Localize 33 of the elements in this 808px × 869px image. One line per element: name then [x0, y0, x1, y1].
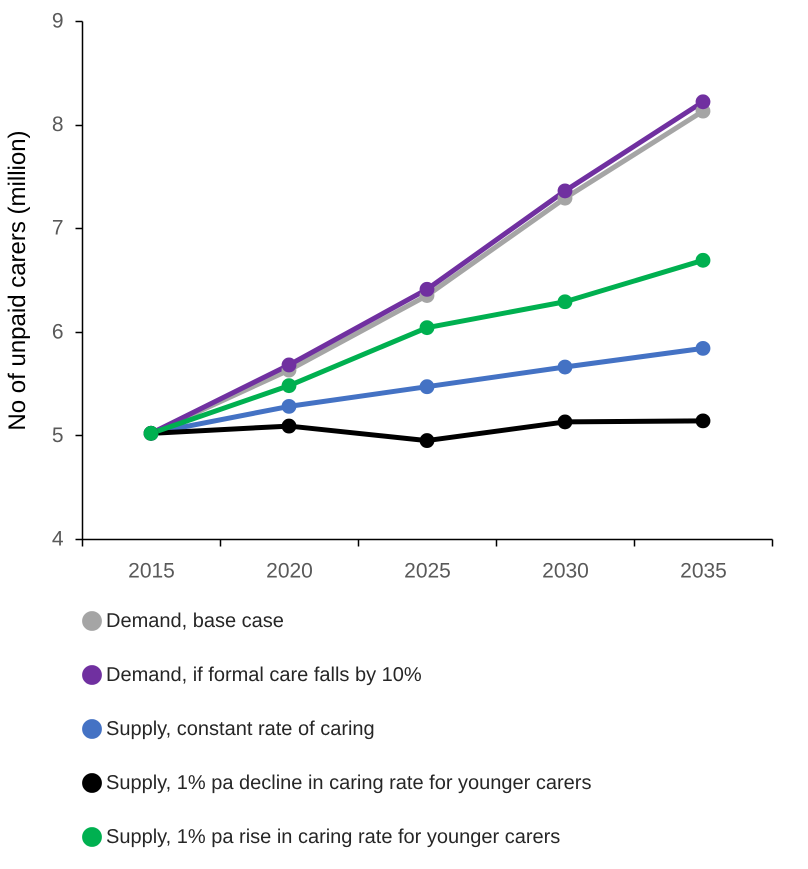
- x-tick-label: 2015: [128, 560, 175, 582]
- point: [696, 252, 710, 268]
- y-tick-label: 9: [52, 10, 64, 32]
- point: [420, 433, 434, 448]
- y-tick-label: 4: [52, 528, 64, 550]
- point: [282, 378, 296, 394]
- y-tick-label: 6: [52, 320, 64, 344]
- y-tick-label: 5: [52, 424, 64, 447]
- legend-label: Demand, base case: [106, 610, 284, 632]
- point: [558, 184, 572, 198]
- point: [558, 414, 572, 430]
- point: [558, 360, 572, 374]
- point: [696, 413, 710, 428]
- y-tick-label: 8: [52, 113, 64, 136]
- legend-label: Supply, constant rate of caring: [106, 718, 375, 740]
- legend-label: Supply, 1% pa rise in caring rate for younger carers: [106, 826, 560, 848]
- point: [420, 320, 434, 336]
- x-tick-label: 2025: [404, 560, 451, 582]
- point: [282, 358, 296, 372]
- legend-label: Supply, 1% pa decline in caring rate for younger carers: [106, 772, 592, 794]
- x-tick-label: 2030: [542, 560, 589, 582]
- y-axis-title: No of unpaid carers (million): [4, 130, 31, 431]
- point: [282, 418, 296, 434]
- point: [282, 398, 296, 414]
- point: [420, 282, 434, 297]
- y-tick-label: 7: [52, 216, 64, 240]
- point: [420, 379, 434, 394]
- point: [696, 340, 710, 356]
- legend-label: Demand, if formal care falls by 10%: [106, 664, 422, 686]
- x-tick-label: 2020: [266, 560, 313, 582]
- x-tick-label: 2035: [680, 560, 727, 582]
- point: [696, 94, 710, 110]
- point: [558, 294, 572, 310]
